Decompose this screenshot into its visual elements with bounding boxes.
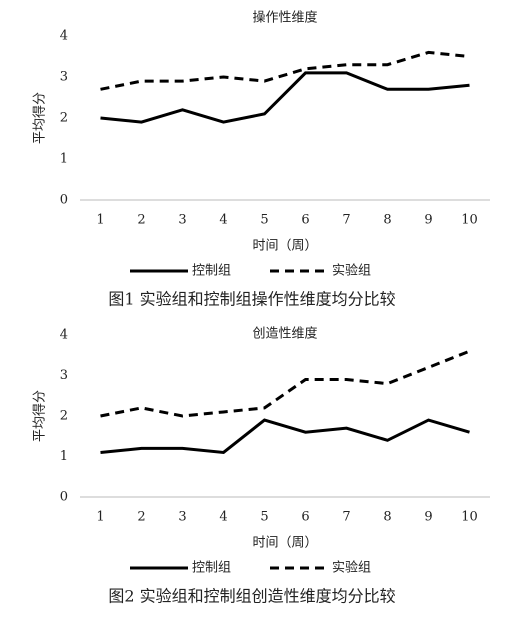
- x-tick-label: 8: [383, 510, 391, 525]
- legend-label: 控制组: [192, 264, 231, 279]
- series-line: [100, 50, 470, 91]
- x-axis-label: 时间（周）: [252, 239, 317, 254]
- x-tick-label: 7: [342, 213, 350, 228]
- x-tick-label: 6: [301, 213, 309, 228]
- x-tick-label: 7: [342, 510, 350, 525]
- x-tick-label: 5: [260, 213, 268, 228]
- y-tick-label: 0: [60, 193, 68, 208]
- figure-caption: 图2 实验组和控制组创造性维度均分比较: [108, 587, 395, 606]
- x-tick-label: 4: [219, 213, 227, 228]
- x-tick-label: 10: [461, 510, 478, 525]
- x-tick-label: 3: [178, 213, 186, 228]
- legend-label: 实验组: [332, 560, 371, 576]
- y-tick-label: 3: [60, 368, 68, 383]
- x-tick-label: 2: [137, 510, 145, 525]
- x-tick-label: 1: [96, 510, 104, 525]
- y-tick-label: 2: [60, 111, 68, 126]
- series-line: [100, 349, 471, 418]
- figure-caption: 图1 实验组和控制组操作性维度均分比较: [108, 290, 395, 309]
- y-tick-label: 1: [60, 152, 68, 167]
- x-tick-label: 1: [96, 213, 104, 228]
- y-tick-label: 0: [60, 490, 68, 505]
- x-axis-label: 时间（周）: [252, 536, 317, 551]
- series-line: [100, 71, 470, 124]
- y-axis-label: 平均得分: [32, 390, 48, 442]
- y-tick-label: 1: [60, 449, 68, 464]
- x-tick-label: 5: [260, 510, 268, 525]
- chart-title: 创造性维度: [252, 326, 317, 342]
- y-tick-label: 4: [60, 328, 68, 343]
- x-tick-label: 4: [219, 510, 227, 525]
- x-tick-label: 10: [461, 213, 478, 228]
- x-tick-label: 9: [424, 510, 432, 525]
- legend-label: 控制组: [192, 561, 231, 576]
- x-tick-label: 8: [383, 213, 391, 228]
- legend-label: 实验组: [332, 263, 371, 279]
- x-tick-label: 3: [178, 510, 186, 525]
- y-tick-label: 3: [60, 70, 68, 85]
- series-line: [100, 418, 470, 455]
- x-tick-label: 2: [137, 213, 145, 228]
- y-tick-label: 4: [60, 29, 68, 44]
- y-axis-label: 平均得分: [32, 92, 48, 144]
- y-tick-label: 2: [60, 409, 68, 424]
- x-tick-label: 6: [301, 510, 309, 525]
- x-tick-label: 9: [424, 213, 432, 228]
- chart-title: 操作性维度: [252, 10, 317, 26]
